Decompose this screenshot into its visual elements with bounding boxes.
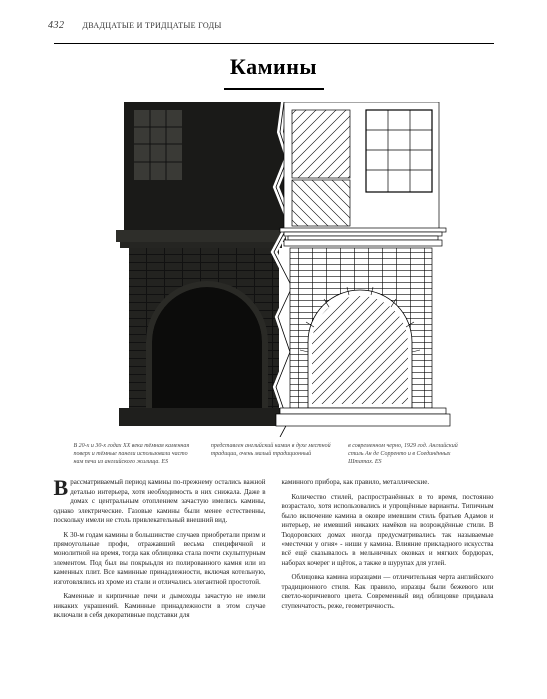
caption-2: представлен английский камин в духе мест… <box>211 443 336 466</box>
p-right-1: каминного прибора, как правило, металлич… <box>282 478 494 487</box>
p-left-1: Врассматриваемый период камины по-прежне… <box>54 478 266 525</box>
dropcap: В <box>54 479 69 497</box>
title-rule-top <box>54 43 494 44</box>
title-block: Камины <box>0 43 547 90</box>
body-text: Врассматриваемый период камины по-прежне… <box>54 478 494 625</box>
caption-1: В 20-х и 30-х годах XX века тёмная камен… <box>74 443 199 466</box>
p-left-2: К 30-м годам камины в большинстве случае… <box>54 531 266 588</box>
caption-3: в современном черно, 1929 год. Английски… <box>348 443 473 466</box>
figure-caption-row: В 20-х и 30-х годах XX века тёмная камен… <box>74 443 474 466</box>
fireplace-figure <box>74 102 474 437</box>
page-number: 432 <box>48 20 65 31</box>
p-right-2: Количество стилей, распространённых в то… <box>282 493 494 569</box>
p-right-3: Облицовка камина изразцами — отличительн… <box>282 573 494 611</box>
title-rule-bottom <box>224 88 324 90</box>
body-col-right: каминного прибора, как правило, металлич… <box>282 478 494 625</box>
article-title: Камины <box>0 54 547 80</box>
p-left-3: Каменные и кирпичные печи и дымоходы зач… <box>54 592 266 620</box>
section-header: ДВАДЦАТЫЕ И ТРИДЦАТЫЕ ГОДЫ <box>83 21 222 30</box>
body-col-left: Врассматриваемый период камины по-прежне… <box>54 478 266 625</box>
page-header: 432 ДВАДЦАТЫЕ И ТРИДЦАТЫЕ ГОДЫ <box>0 0 547 31</box>
